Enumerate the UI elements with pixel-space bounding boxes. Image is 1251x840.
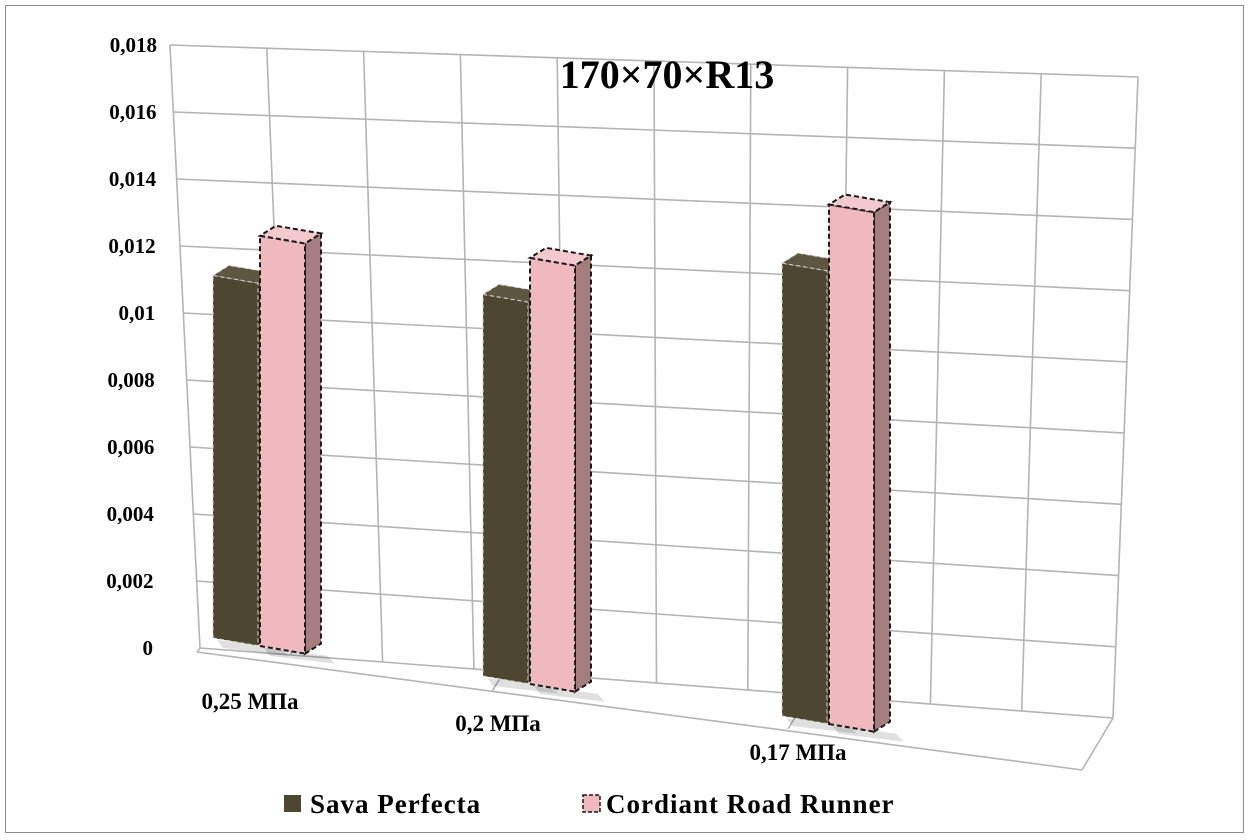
bar-front — [482, 293, 529, 685]
bar-front — [212, 274, 259, 647]
bar-side — [574, 253, 592, 694]
x-category-label: 0,17 МПа — [749, 740, 847, 765]
bar-side — [873, 200, 891, 734]
floor-edge — [196, 651, 1083, 771]
bar-top — [257, 224, 324, 245]
gridline-vertical — [653, 60, 658, 684]
bar-front — [529, 256, 576, 693]
bar-cordiant-road-runner — [527, 246, 594, 694]
y-tick-label: 0,012 — [108, 234, 155, 258]
legend-swatch-cordiant — [582, 794, 601, 813]
y-tick-label: 0,008 — [108, 368, 155, 392]
legend-swatch-sava — [284, 795, 301, 812]
gridline-vertical — [362, 51, 384, 663]
bar-cordiant-road-runner — [826, 193, 893, 734]
bar-shadow — [534, 685, 605, 702]
floor-edge — [1081, 717, 1114, 771]
y-tick-label: 0 — [143, 636, 154, 660]
bar-shadow — [786, 718, 857, 734]
x-category-label: 0,25 МПа — [201, 689, 299, 714]
bar-front — [828, 203, 875, 733]
y-tick-label: 0,004 — [107, 502, 155, 526]
gridline-vertical — [746, 64, 752, 691]
gridline-vertical — [1020, 73, 1042, 712]
chart-frame — [5, 5, 1244, 833]
bar-front — [781, 262, 828, 725]
bar-top — [826, 193, 893, 214]
y-tick-label: 0,016 — [109, 100, 156, 124]
x-category-label: 0,2 МПа — [455, 711, 541, 736]
x-axis-categories: 0,25 МПа 0,2 МПа 0,17 МПа — [201, 689, 847, 765]
gridline-vertical — [459, 54, 475, 670]
bar-shadows — [217, 640, 904, 742]
bar-side — [304, 231, 322, 656]
bar-cordiant-road-runner — [257, 224, 324, 656]
y-axis-ticks: 0 0,002 0,004 0,006 0,008 0,01 0,012 0,014 0,016… — [106, 33, 157, 660]
legend-label-cordiant: Cordiant Road Runner — [606, 789, 895, 819]
gridline-vertical — [169, 44, 201, 649]
bar-front — [259, 234, 306, 655]
y-tick-label: 0,006 — [107, 435, 154, 459]
y-tick-label: 0,014 — [109, 167, 157, 191]
y-tick-label: 0,018 — [110, 33, 157, 57]
bar-top — [527, 246, 594, 267]
bar-shadow — [487, 678, 558, 694]
legend-label-sava: Sava Perfecta — [310, 789, 481, 819]
y-tick-label: 0,002 — [106, 569, 153, 593]
grid — [169, 44, 1139, 771]
bar-shadow — [217, 640, 288, 656]
bar-shadow — [833, 725, 904, 742]
gridline-vertical — [929, 70, 946, 705]
gridline-vertical — [1112, 76, 1139, 719]
legend: Sava Perfecta Cordiant Road Runner — [284, 789, 895, 819]
y-tick-label: 0,01 — [118, 301, 155, 325]
bars — [211, 193, 893, 734]
bar-shadow — [264, 647, 335, 664]
chart-title: 170×70×R13 — [560, 52, 774, 97]
